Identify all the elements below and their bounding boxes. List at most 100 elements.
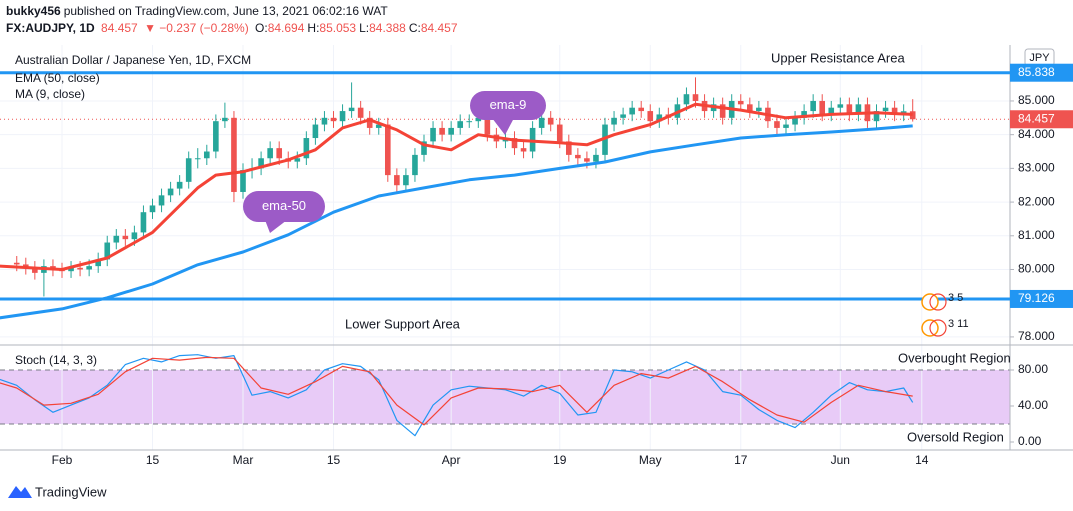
candle-body <box>855 104 862 115</box>
price: 84.457 <box>101 21 138 35</box>
candle-body <box>783 124 789 128</box>
x-tick-label: 14 <box>915 453 929 467</box>
event-count: 3 5 <box>948 292 963 304</box>
price-tag <box>1010 110 1073 129</box>
candle-body <box>457 121 464 128</box>
published: published on TradingView.com, June 13, 2… <box>63 4 388 18</box>
candle-body <box>538 117 545 128</box>
candle-body <box>846 104 853 115</box>
price-tag <box>1010 289 1073 308</box>
callout-label: ema-50 <box>262 198 306 213</box>
callout <box>470 91 546 120</box>
candle-body <box>267 148 273 159</box>
candle-body <box>95 259 101 267</box>
ohlc: O:84.694 H:85.053 L:84.388 C:84.457 <box>255 21 461 35</box>
candle-body <box>756 107 762 112</box>
candle-body <box>719 104 726 118</box>
candle-body <box>593 154 599 162</box>
candle-body <box>167 188 174 196</box>
quote-line: FX:AUDJPY, 1D 84.457 ▼ −0.237 (−0.28%) O… <box>6 21 464 35</box>
candle-body <box>403 175 409 186</box>
x-tick-label: Apr <box>442 453 461 467</box>
candle-body <box>882 107 889 112</box>
callout <box>243 191 325 222</box>
candle-body <box>185 158 192 182</box>
candle-body <box>348 107 355 112</box>
candle-body <box>810 100 816 112</box>
y-tick-label: 80.00 <box>1018 362 1048 376</box>
candle-body <box>77 267 83 270</box>
candle-body <box>620 114 626 118</box>
stoch-band <box>0 370 1010 424</box>
candle-body <box>276 148 283 159</box>
candle-body <box>611 117 617 125</box>
candle-body <box>412 154 418 176</box>
event-icon <box>929 319 947 337</box>
candle-body <box>484 117 491 135</box>
candle-body <box>602 124 608 155</box>
candle-body <box>575 154 581 159</box>
candle-body <box>113 235 120 243</box>
annotation: Oversold Region <box>907 429 1004 444</box>
candle-body <box>448 127 454 135</box>
price-tag <box>1010 63 1073 82</box>
candle-body <box>222 117 228 122</box>
chart-title: Australian Dollar / Japanese Yen, 1D, FX… <box>15 53 251 67</box>
candle-body <box>131 232 138 240</box>
event-count: 3 11 <box>948 318 969 330</box>
price-tag-label: 79.126 <box>1018 291 1055 305</box>
y-tick-label: 80.000 <box>1018 262 1055 276</box>
candle-body <box>873 111 880 122</box>
annotation: Overbought Region <box>898 350 1011 365</box>
line-series <box>0 356 913 426</box>
candle-body <box>828 107 835 115</box>
candle-body <box>774 121 780 128</box>
line-series <box>0 102 913 271</box>
candle-body <box>384 124 391 176</box>
currency: JPY <box>1029 52 1050 64</box>
candle-body <box>430 127 436 142</box>
callout-label: ema-9 <box>490 97 527 112</box>
candle-body <box>801 111 807 118</box>
chart-title: Stoch (14, 3, 3) <box>15 353 97 367</box>
candle-body <box>32 267 38 273</box>
x-tick-label: 15 <box>327 453 341 467</box>
brand-name: TradingView <box>35 484 107 499</box>
candle-body <box>819 100 826 115</box>
candle-body <box>656 114 663 122</box>
candle-body <box>68 267 74 272</box>
candle-body <box>104 242 111 260</box>
candle-body <box>149 205 156 213</box>
candle-body <box>258 158 264 169</box>
y-tick-label: 78.000 <box>1018 329 1055 343</box>
author[interactable]: bukky456 <box>6 4 61 18</box>
callout-tail <box>265 220 287 233</box>
candle-body <box>638 107 645 112</box>
price-tag-label: 84.457 <box>1018 111 1055 125</box>
candle-body <box>629 107 635 115</box>
quote-label: H: <box>307 21 320 35</box>
event-icon <box>929 293 947 311</box>
quote-value: 84.694 <box>267 21 305 35</box>
candle-body <box>213 121 219 152</box>
callout-tail <box>492 118 514 135</box>
candle-body <box>140 212 147 233</box>
candle-body <box>357 107 364 118</box>
y-tick-label: 83.000 <box>1018 161 1055 175</box>
candle-body <box>375 124 382 128</box>
quote-label: O: <box>255 21 268 35</box>
y-tick-label: 84.000 <box>1018 127 1055 141</box>
candle-body <box>240 170 246 192</box>
candle-body <box>86 266 92 270</box>
y-tick-label: 40.00 <box>1018 398 1048 412</box>
candle-body <box>565 141 572 155</box>
candle-body <box>891 107 898 115</box>
candle-body <box>909 111 916 120</box>
publish-line: bukky456 published on TradingView.com, Ju… <box>6 4 391 18</box>
candle-body <box>294 158 301 162</box>
candle-body <box>466 121 473 123</box>
brand-logo <box>8 486 32 498</box>
x-tick-label: Feb <box>52 453 73 467</box>
